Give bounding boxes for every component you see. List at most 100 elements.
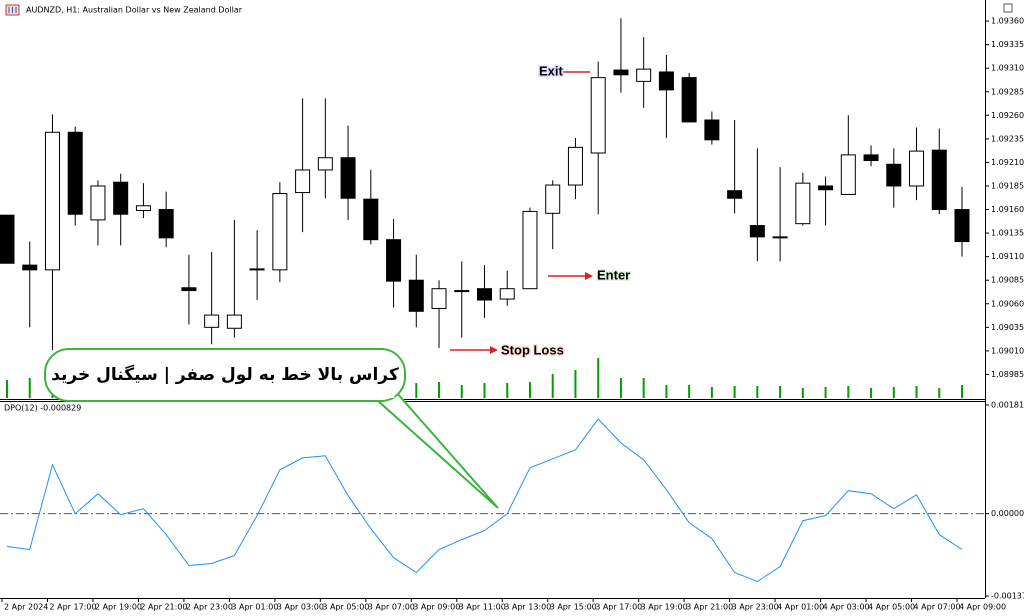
candle-body [681,77,697,123]
x-tick-label: 4 Apr 03:00 [823,603,870,612]
candle-body [840,154,856,195]
candle-body [0,214,15,264]
y-tick-label: 1.09260 [991,111,1024,120]
x-tick-label: 2 Apr 21:00 [140,603,187,612]
y-tick-label: 1.09210 [991,158,1024,167]
x-tick-label: 4 Apr 05:00 [868,603,915,612]
y-tick-label: 1.09035 [991,323,1024,332]
candle-body [363,198,379,241]
x-tick-label: 3 Apr 07:00 [368,603,415,612]
x-tick-label: 3 Apr 11:00 [459,603,506,612]
y-tick-label: 1.09110 [991,252,1024,261]
enter-annotation: Enter [548,266,632,284]
candle-body [795,182,811,225]
y-tick-label: 1.09310 [991,64,1024,73]
candle-body [636,68,652,82]
candle-body [135,205,151,211]
candle-body [204,314,220,328]
y-tick-label: 1.08985 [991,370,1024,379]
candle-body [613,69,629,76]
exit-label: Exit [539,63,564,78]
y-tick-label: 1.09060 [991,299,1024,308]
symbol-icon [5,4,20,16]
candle-body [158,209,174,239]
candle-body [408,279,424,312]
y-tick-label: 1.09185 [991,181,1024,190]
chart-title: AUDNZD, H1: Australian Dollar vs New Zea… [26,6,243,15]
callout-text: کراس بالا خط به لول صفر | سیگنال خرید [51,364,399,385]
candle-body [22,264,38,271]
y-tick-label: 1.09085 [991,276,1024,285]
y-tick-label: 1.09335 [991,40,1024,49]
stop-loss-annotation: Stop Loss [450,341,565,359]
x-tick-label: 3 Apr 01:00 [231,603,278,612]
y-tick-label: 1.09010 [991,346,1024,355]
x-tick-label: 3 Apr 09:00 [413,603,460,612]
candle-body [772,236,788,239]
x-tick-label: 2 Apr 23:00 [186,603,233,612]
candle-body [181,287,197,292]
candle-body [954,209,970,243]
indicator-title: DPO(12) -0.000829 [4,404,81,413]
plot: 1.08985 1.09010 1.09035 1.09060 1.09085 1.091… [0,17,1024,612]
callout: کراس بالا خط به لول صفر | سیگنال خرید [44,348,499,509]
y-tick-label: 1.09285 [991,87,1024,96]
candle-body [545,184,561,214]
candle-body [317,157,333,171]
dpo-line [6,418,963,583]
x-tick-label: 2 Apr 2024 [4,603,48,612]
x-tick-label: 4 Apr 01:00 [777,603,824,612]
candle-body [931,149,947,211]
enter-label: Enter [597,267,630,282]
candle-body [272,193,288,271]
x-tick-label: 3 Apr 13:00 [504,603,551,612]
candle-body [249,268,265,271]
candle-body [727,190,743,199]
x-tick-label: 3 Apr 05:00 [322,603,369,612]
y-tick-label: 1.09135 [991,229,1024,238]
candle-body [113,181,129,215]
y-tick-label: 1.09360 [991,17,1024,26]
candle-body [909,150,925,187]
candle-body [386,239,402,282]
x-tick-label: 3 Apr 17:00 [595,603,642,612]
candle-body [522,210,538,290]
x-tick-label: 2 Apr 19:00 [95,603,142,612]
candle-body [567,146,583,186]
x-tick-label: 3 Apr 19:00 [641,603,688,612]
exit-annotation: Exit [538,62,590,80]
candle-body [90,185,106,221]
candle-body [658,71,674,91]
candle-body [431,288,447,309]
x-tick-label: 3 Apr 15:00 [550,603,597,612]
x-tick-label: 4 Apr 09:00 [959,603,1006,612]
y-tick-label: 0.001815 [991,401,1024,410]
candle-body [44,131,60,271]
candle-body [477,288,492,301]
candle-body [226,314,242,329]
candle-body [704,119,720,141]
candle-body [749,225,765,238]
x-tick-label: 4 Apr 07:00 [914,603,961,612]
candle-body [818,185,834,191]
x-tick-label: 2 Apr 17:00 [49,603,96,612]
x-tick-label: 3 Apr 21:00 [686,603,733,612]
y-tick-label: 1.09160 [991,205,1024,214]
y-tick-label: -0.001375 [991,592,1024,601]
candle-body [863,154,879,162]
candle-body [67,131,83,215]
stop-loss-label: Stop Loss [501,342,564,357]
candle-body [340,157,356,199]
candle-body [499,288,515,300]
candle-body [295,169,311,194]
candle-body [590,77,606,154]
candle-body [454,290,470,293]
y-tick-label: 1.09235 [991,134,1024,143]
x-tick-label: 3 Apr 23:00 [732,603,779,612]
x-tick-label: 3 Apr 03:00 [277,603,324,612]
candle-body [886,163,902,187]
